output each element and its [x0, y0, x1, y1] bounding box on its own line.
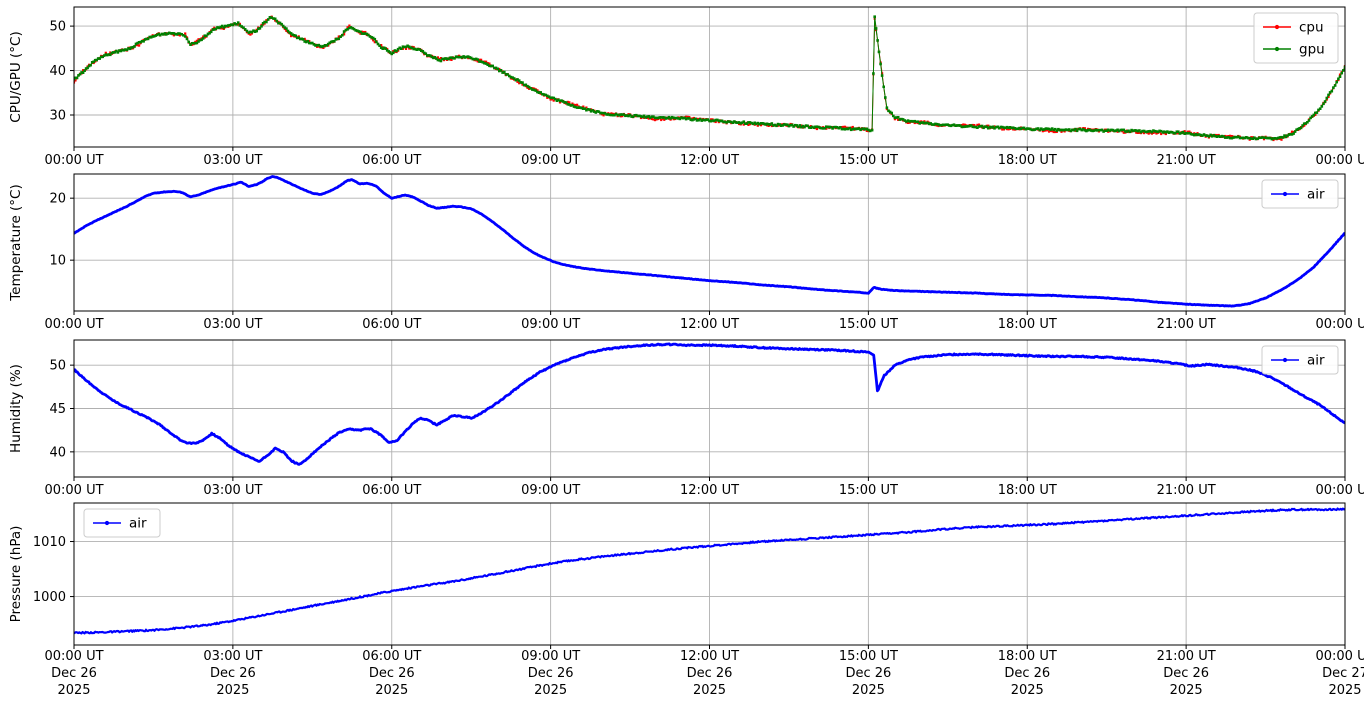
panel-pressure: 00:00 UT Dec 26 2025 03:00 UT Dec 26 2025 06:0… [8, 502, 1364, 698]
x-tick-label: 18:00 UT [998, 483, 1057, 498]
x-tick-year-label: 2025 [1170, 683, 1203, 698]
series-group-pressure [74, 507, 1345, 635]
x-tick-label: 12:00 UT [680, 153, 739, 168]
panel-temperature: 00:00 UT 03:00 UT 06:00 UT 09:00 UT 12:00 UT… [8, 173, 1364, 332]
x-tick-label: 06:00 UT [362, 153, 421, 168]
x-tick-label: 09:00 UT [521, 317, 580, 332]
gridlines-temperature [73, 174, 1346, 311]
y-tick-label: 1000 [33, 590, 66, 605]
x-tick-label: 03:00 UT [203, 317, 262, 332]
x-tick-label: 15:00 UT [839, 483, 898, 498]
series-group-humidity [74, 342, 1345, 466]
y-tick-label: 30 [49, 109, 66, 124]
x-tick-year-label: 2025 [534, 683, 567, 698]
x-tick-label: 06:00 UT [362, 483, 421, 498]
y-axis-label-humidity: Humidity (%) [8, 364, 24, 453]
x-tick-label: 00:00 UT [1315, 317, 1364, 332]
legend-temperature: air [1261, 179, 1339, 209]
panel-cpu-gpu: 00:00 UT 03:00 UT 06:00 UT 09:00 UT 12:00 UT… [8, 6, 1364, 168]
x-tick-label: 18:00 UT [998, 649, 1057, 664]
x-tick-label: 00:00 UT [1315, 153, 1364, 168]
x-tick-date-label: Dec 26 [528, 666, 574, 681]
x-tick-label: 18:00 UT [998, 317, 1057, 332]
x-tick-label: 00:00 UT [44, 483, 103, 498]
x-tick-label: 15:00 UT [839, 317, 898, 332]
x-tick-label: 06:00 UT [362, 317, 421, 332]
x-tick-label: 21:00 UT [1157, 153, 1216, 168]
x-tick-label: 09:00 UT [521, 649, 580, 664]
x-tick-label: 21:00 UT [1157, 483, 1216, 498]
series-pressure-air [74, 507, 1345, 635]
x-tick-label: 03:00 UT [203, 483, 262, 498]
x-tick-label: 00:00 UT [1315, 649, 1364, 664]
x-tick-date-label: Dec 26 [1004, 666, 1050, 681]
x-tick-date-label: Dec 26 [687, 666, 733, 681]
x-tick-year-label: 2025 [693, 683, 726, 698]
x-tick-label: 00:00 UT [44, 153, 103, 168]
x-tick-label: 12:00 UT [680, 483, 739, 498]
legend-label-cpu: cpu [1299, 20, 1324, 36]
y-axis-label-cpu-gpu: CPU/GPU (°C) [8, 31, 24, 122]
y-tick-label: 40 [49, 64, 66, 79]
x-tick-label: 09:00 UT [521, 483, 580, 498]
panel-humidity: 00:00 UT 03:00 UT 06:00 UT 09:00 UT 12:00 UT… [8, 339, 1364, 498]
x-tick-date-label: Dec 26 [369, 666, 415, 681]
legend-label-air: air [129, 516, 147, 532]
y-tick-label: 10 [49, 254, 66, 269]
y-tick-label: 40 [49, 445, 66, 460]
series-humidity-air [74, 342, 1345, 466]
y-tick-label: 45 [49, 402, 66, 417]
x-tick-date-label: Dec 26 [51, 666, 97, 681]
gridlines-cpu-gpu [73, 7, 1346, 147]
x-tick-date-label: Dec 27 [1322, 666, 1364, 681]
y-axis-label-pressure: Pressure (hPa) [8, 526, 24, 623]
x-tick-label: 21:00 UT [1157, 649, 1216, 664]
x-tick-year-label: 2025 [57, 683, 90, 698]
tick-marks-cpu-gpu [70, 25, 1346, 151]
x-tick-year-label: 2025 [216, 683, 249, 698]
x-tick-label: 03:00 UT [203, 153, 262, 168]
tick-marks-humidity [70, 364, 1346, 481]
x-tick-label: 00:00 UT [44, 649, 103, 664]
x-tick-label: 18:00 UT [998, 153, 1057, 168]
y-tick-label: 20 [49, 192, 66, 207]
x-tick-year-label: 2025 [852, 683, 885, 698]
y-tick-label: 50 [49, 359, 66, 374]
legend-label-air: air [1307, 187, 1325, 203]
y-axis-label-temperature: Temperature (°C) [8, 184, 24, 302]
series-temperature-air [74, 175, 1345, 308]
x-tick-date-label: Dec 26 [210, 666, 256, 681]
x-tick-label: 09:00 UT [521, 153, 580, 168]
y-tick-label: 1010 [33, 535, 66, 550]
x-tick-label: 21:00 UT [1157, 317, 1216, 332]
x-tick-label: 12:00 UT [680, 317, 739, 332]
y-tick-label: 50 [49, 20, 66, 35]
legend-pressure: air [83, 508, 161, 538]
x-tick-date-label: Dec 26 [845, 666, 891, 681]
gridlines-humidity [73, 340, 1346, 477]
series-group-temperature [74, 175, 1345, 308]
tick-marks-temperature [70, 197, 1346, 315]
x-tick-label: 12:00 UT [680, 649, 739, 664]
legend-humidity: air [1261, 345, 1339, 375]
legend-label-gpu: gpu [1299, 42, 1325, 58]
legend-cpu-gpu: cpu gpu [1253, 12, 1339, 64]
x-tick-label: 03:00 UT [203, 649, 262, 664]
x-tick-label: 15:00 UT [839, 649, 898, 664]
x-tick-year-label: 2025 [375, 683, 408, 698]
x-tick-year-label: 2025 [1011, 683, 1044, 698]
x-tick-date-label: Dec 26 [1163, 666, 1209, 681]
x-tick-label: 00:00 UT [1315, 483, 1364, 498]
gridlines-pressure [73, 503, 1346, 645]
x-tick-label: 15:00 UT [839, 153, 898, 168]
series-group-cpu-gpu [74, 15, 1345, 142]
legend-label-air: air [1307, 353, 1325, 369]
x-tick-label: 06:00 UT [362, 649, 421, 664]
x-tick-label: 00:00 UT [44, 317, 103, 332]
x-tick-year-label: 2025 [1328, 683, 1361, 698]
markers-cpu-gpu-gpu [74, 15, 1345, 141]
tick-marks-pressure [70, 541, 1346, 649]
